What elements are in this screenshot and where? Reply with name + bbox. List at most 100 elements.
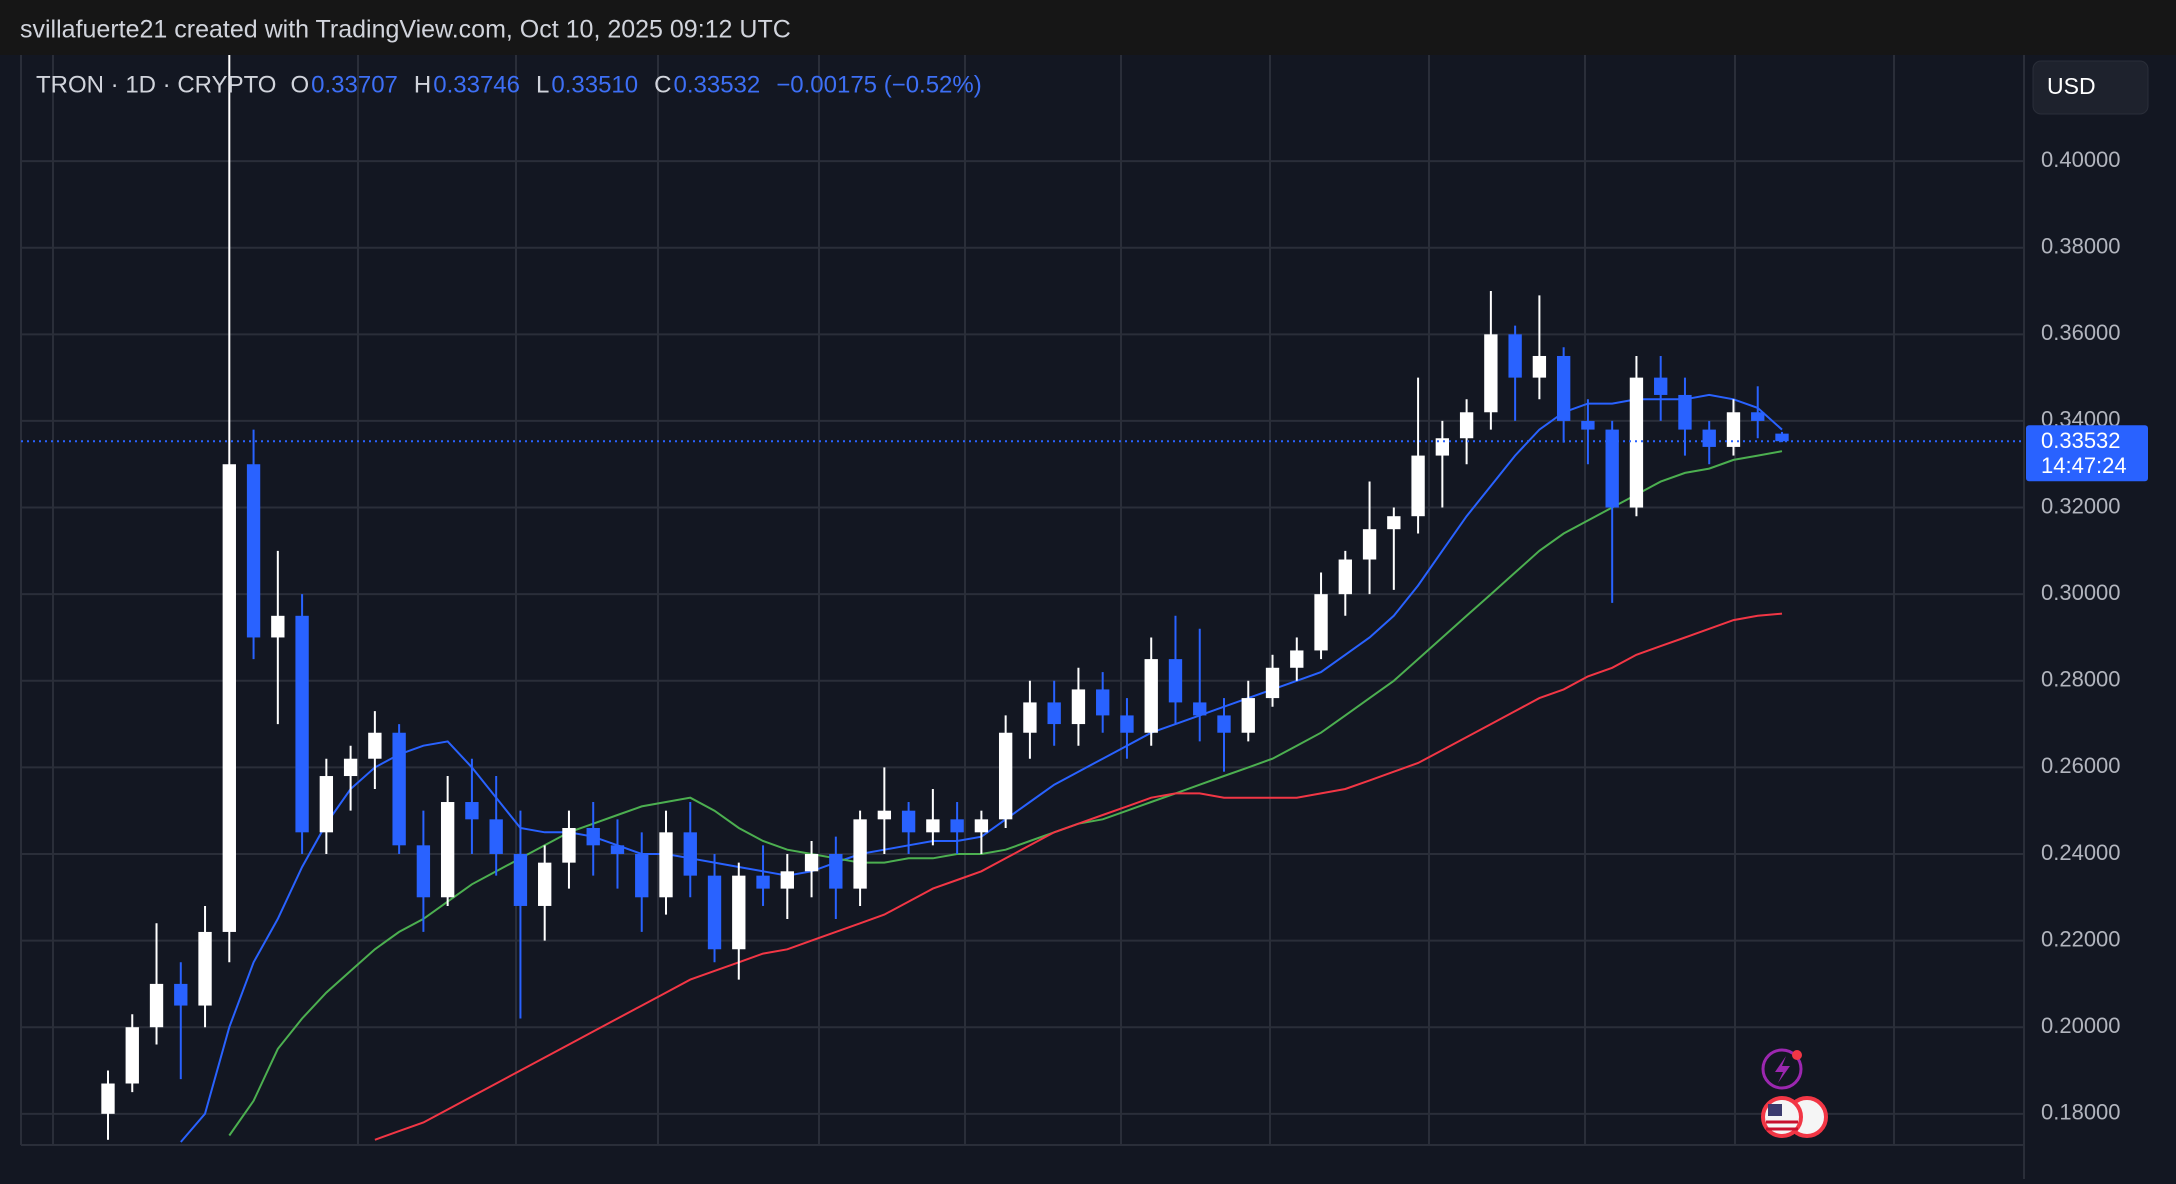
candle-body <box>1096 689 1110 716</box>
candle-body <box>1702 429 1716 447</box>
candle-body <box>1726 412 1741 447</box>
candle-body <box>756 875 770 889</box>
candle-body <box>1556 355 1571 421</box>
legend-ohlc-value: 0.33707 <box>311 71 398 98</box>
moving-average-line <box>374 612 1783 1141</box>
currency-label[interactable]: USD <box>2047 73 2096 99</box>
candle-body <box>1290 650 1304 668</box>
candle-body <box>246 464 261 638</box>
candle-body <box>368 732 382 759</box>
candle-body <box>707 875 722 950</box>
candle-body <box>1265 667 1280 699</box>
y-tick-label: 0.24000 <box>2041 840 2121 865</box>
y-tick-label: 0.32000 <box>2041 493 2121 518</box>
notification-dot <box>1792 1050 1802 1060</box>
candle-body <box>1629 377 1644 508</box>
candle-body <box>149 983 164 1028</box>
candle-body <box>1314 594 1328 651</box>
price-tag-box <box>2026 425 2148 482</box>
candle-body <box>1071 689 1086 725</box>
price-grid <box>21 160 2024 1115</box>
time-grid <box>52 55 1895 1145</box>
candle-body <box>1605 429 1619 508</box>
candle-body <box>440 802 455 898</box>
candle-body <box>1338 559 1352 595</box>
legend-ohlc-value: 0.33746 <box>433 71 520 98</box>
candle-body <box>1168 659 1183 703</box>
candle-body <box>465 802 479 820</box>
candle-body <box>295 615 309 833</box>
candle-body <box>174 983 188 1006</box>
y-tick-label: 0.30000 <box>2041 580 2121 605</box>
candle-body <box>853 819 867 889</box>
y-tick-label: 0.28000 <box>2041 667 2121 692</box>
price-tag-countdown: 14:47:24 <box>2041 453 2127 478</box>
candle-body <box>319 776 334 833</box>
moving-average-line <box>228 450 1783 1137</box>
candle-body <box>271 615 285 638</box>
candle-body <box>1459 412 1474 439</box>
candle-body <box>343 758 358 777</box>
event-icons <box>1761 1048 1828 1138</box>
candle-body <box>1217 715 1231 733</box>
y-tick-label: 0.26000 <box>2041 753 2121 778</box>
y-tick-label: 0.40000 <box>2041 147 2121 172</box>
candle-body <box>732 875 746 950</box>
legend-change: −0.00175 (−0.52%) <box>776 71 982 98</box>
candle-body <box>950 819 964 833</box>
candle-body <box>1411 455 1425 517</box>
price-tag-value: 0.33532 <box>2041 428 2121 453</box>
legend-symbol: TRON · 1D · CRYPTO <box>36 71 276 98</box>
candle-body <box>635 853 649 898</box>
candle-body <box>489 819 503 854</box>
y-tick-label: 0.18000 <box>2041 1100 2121 1125</box>
y-tick-label: 0.36000 <box>2041 320 2121 345</box>
candle-body <box>998 732 1013 820</box>
candle-body <box>1193 702 1207 716</box>
candle-body <box>780 871 794 889</box>
candle-body <box>1387 516 1401 530</box>
candle-body <box>1532 355 1547 378</box>
candle-body <box>901 810 916 833</box>
header-bar <box>0 0 2176 55</box>
candle-body <box>1241 698 1255 733</box>
legend: TRON · 1D · CRYPTO O 0.33707 H 0.33746 L 0.335… <box>36 71 982 98</box>
candle-body <box>974 819 989 833</box>
candle-body <box>610 845 625 854</box>
candle-body <box>1678 394 1692 430</box>
price-axis: 0.18000 0.20000 0.22000 0.24000 0.26000 0.280… <box>2041 147 2121 1125</box>
candle-body <box>416 845 431 898</box>
candle-body <box>1508 334 1522 378</box>
legend-ohlc-value: 0.33510 <box>551 71 638 98</box>
candle-body <box>1120 715 1134 733</box>
candle-body <box>101 1083 115 1114</box>
y-tick-label: 0.38000 <box>2041 234 2121 259</box>
candle-body <box>586 828 600 846</box>
legend-ohlc-key: H <box>414 71 431 98</box>
candle-body <box>1047 702 1061 725</box>
candle-body <box>125 1027 139 1084</box>
legend-ohlc-key: C <box>654 71 671 98</box>
legend-ohlc-value: 0.33532 <box>673 71 760 98</box>
legend-ohlc-key: O <box>290 71 309 98</box>
candle-body <box>804 853 819 872</box>
candle-body <box>829 853 843 889</box>
lightning-icon[interactable] <box>1761 1048 1803 1090</box>
candle-body <box>1484 334 1498 413</box>
candle-body <box>1023 702 1037 733</box>
candle-body <box>1144 659 1158 733</box>
candle-body <box>1751 412 1765 421</box>
y-tick-label: 0.20000 <box>2041 1013 2121 1038</box>
header-text: svillafuerte21 created with TradingView.… <box>20 16 791 44</box>
candle-body <box>1775 433 1789 442</box>
currency-button[interactable] <box>2032 60 2149 115</box>
candle-body <box>1435 438 1450 456</box>
candle-body <box>659 832 673 898</box>
y-tick-label: 0.22000 <box>2041 926 2121 951</box>
candle-body <box>926 819 940 833</box>
candle-body <box>538 862 552 906</box>
